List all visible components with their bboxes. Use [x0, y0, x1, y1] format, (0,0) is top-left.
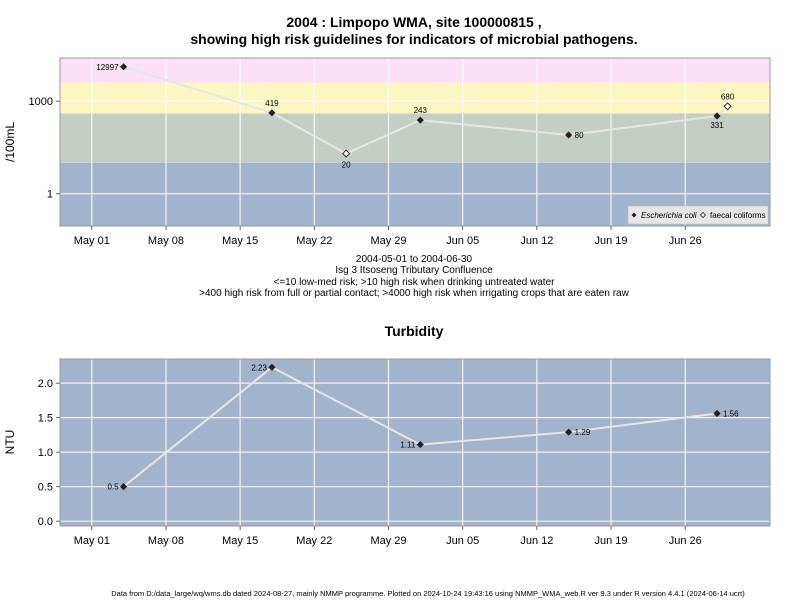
data-label-s0-p4: 1.56 — [723, 410, 739, 419]
marker-s0-p0 — [119, 63, 128, 71]
data-label-s0-p3: 80 — [575, 131, 584, 140]
caption-date-range: 2004-05-01 to 2004-06-30 — [356, 254, 473, 265]
x-tick-label-6: Jun 12 — [520, 535, 553, 547]
chart2-markers — [119, 363, 721, 491]
chart1-x-ticks: May 01 May 08 May 15 May 22 May 29 Jun 05 Jun … — [74, 226, 702, 247]
y-tick-label-4: 2.0 — [38, 378, 53, 390]
y-tick-label-1: 0.5 — [38, 482, 53, 494]
x-tick-label-4: May 29 — [370, 235, 406, 247]
legend-faecal-label: faecal coliforms — [710, 211, 766, 220]
data-label-s0-p2: 243 — [414, 106, 428, 115]
y-tick-label-0: 1 — [47, 189, 53, 201]
caption-drinking-risk: <=10 low-med risk; >10 high risk when dr… — [274, 277, 556, 288]
data-label-s1-p0: 20 — [342, 161, 351, 170]
chart2-grid — [60, 359, 770, 526]
y-tick-label-1: 1000 — [29, 96, 53, 108]
x-tick-label-3: May 22 — [296, 235, 332, 247]
legend-ecoli-marker — [631, 212, 637, 218]
x-tick-label-1: May 08 — [148, 235, 184, 247]
chart2-data-labels: 0.5 2.23 1.11 1.29 1.56 — [107, 363, 739, 491]
x-tick-label-2: May 15 — [222, 235, 258, 247]
legend-faecal-marker — [699, 211, 707, 219]
x-tick-label-2: May 15 — [222, 535, 258, 547]
caption-contact-risk: >400 high risk from full or partial cont… — [199, 288, 629, 299]
y-tick-label-0: 0.0 — [38, 516, 53, 528]
data-label-s0-p2: 1.11 — [400, 441, 416, 450]
data-label-s0-p1: 419 — [265, 99, 279, 108]
marker-s1-p1 — [723, 102, 732, 111]
chart2-y-ticks: 0.0 0.5 1.0 1.5 2.0 — [38, 378, 60, 528]
legend-box — [627, 205, 769, 225]
data-label-s1-p1: 680 — [721, 92, 735, 101]
marker-s0-p4 — [713, 112, 721, 120]
x-tick-label-5: Jun 05 — [446, 235, 479, 247]
marker-s0-p1 — [268, 109, 276, 117]
data-label-s0-p3: 1.29 — [575, 428, 591, 437]
chart1-data-labels: 12997 419 243 80 331 20 680 — [96, 63, 734, 170]
risk-band-3 — [60, 58, 770, 83]
y-tick-label-3: 1.5 — [38, 413, 53, 425]
chart2-title: Turbidity — [385, 323, 444, 339]
data-label-s0-p0: 0.5 — [107, 483, 119, 492]
x-tick-label-8: Jun 26 — [669, 535, 702, 547]
marker-s0-p2 — [416, 440, 424, 449]
marker-s0-p1 — [268, 363, 276, 371]
chart1-markers — [119, 63, 732, 158]
marker-s1-p0 — [342, 149, 351, 158]
marker-s0-p3 — [564, 428, 573, 436]
x-tick-label-5: Jun 05 — [446, 535, 479, 547]
chart1-title: 2004 : Limpopo WMA, site 100000815 , — [286, 14, 541, 30]
x-tick-label-6: Jun 12 — [520, 235, 553, 247]
x-tick-label-0: May 01 — [74, 535, 110, 547]
chart2-y-axis-label: NTU — [3, 430, 17, 455]
x-tick-label-3: May 22 — [296, 535, 332, 547]
chart1-risk-bands — [60, 58, 770, 226]
chart2-frame — [59, 358, 771, 527]
y-tick-label-2: 1.0 — [38, 447, 53, 459]
risk-band-2 — [60, 82, 770, 114]
x-tick-label-7: Jun 19 — [595, 535, 628, 547]
chart1-y-ticks: 1 1000 — [29, 96, 60, 201]
data-label-s0-p4: 331 — [710, 121, 724, 130]
legend-ecoli-label: Escherichia coli — [641, 211, 697, 220]
data-label-s0-p1: 2.23 — [251, 363, 267, 372]
footer-note: Data from D:/data_large/wq/wms.db dated … — [111, 589, 745, 598]
x-tick-label-8: Jun 26 — [669, 235, 702, 247]
marker-s0-p2 — [416, 116, 424, 124]
chart1-grid — [60, 58, 770, 226]
caption-site: Isg 3 Itsoseng Tributary Confluence — [335, 265, 493, 276]
data-label-s0-p0: 12997 — [96, 63, 119, 72]
marker-s0-p3 — [564, 131, 573, 139]
x-tick-label-0: May 01 — [74, 235, 110, 247]
chart1-y-axis-label: /100mL — [3, 122, 17, 162]
marker-s0-p0 — [119, 482, 128, 491]
x-tick-label-4: May 29 — [370, 535, 406, 547]
x-tick-label-1: May 08 — [148, 535, 184, 547]
chart1-subtitle: showing high risk guidelines for indicat… — [190, 31, 637, 47]
marker-s0-p4 — [713, 409, 721, 418]
chart1-legend: Escherichia coli faecal coliforms — [627, 205, 769, 225]
chart2-x-ticks: May 01 May 08 May 15 May 22 May 29 Jun 05 Jun … — [74, 526, 702, 547]
chart1-frame — [59, 57, 771, 227]
x-tick-label-7: Jun 19 — [595, 235, 628, 247]
